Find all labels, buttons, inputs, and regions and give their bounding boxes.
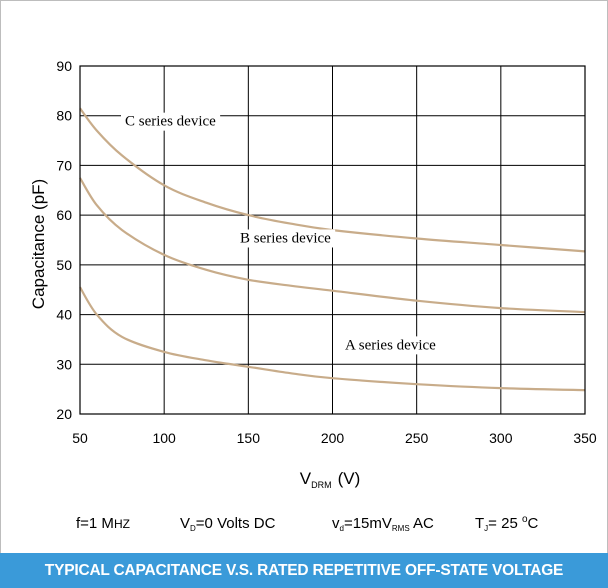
series-label-b-series-device: B series device — [240, 230, 331, 246]
svg-text:TJ= 25 oC: TJ= 25 oC — [475, 514, 539, 533]
vd-subscript: D — [190, 524, 196, 533]
plot-border — [79, 65, 586, 415]
frequency-text: f=1 M — [76, 515, 114, 532]
svg-text:vd=15mVRMS AC: vd=15mVRMS AC — [332, 515, 434, 533]
capacitance-chart: 20 30 40 50 60 70 80 90 50 100 150 200 250 300 350 C s… — [29, 58, 597, 533]
svg-text:VD=0 Volts DC: VD=0 Volts DC — [180, 515, 276, 533]
y-tick-label-30: 30 — [56, 356, 72, 372]
series-label-group-b-series-device: B series device — [236, 229, 336, 248]
y-tick-label-70: 70 — [56, 157, 72, 173]
chart-caption-banner: TYPICAL CAPACITANCE V.S. RATED REPETITIV… — [0, 553, 608, 588]
tj-value: = 25 — [488, 515, 522, 532]
x-axis-title: VDRM (V) — [300, 469, 361, 490]
y-axis-title: Capacitance (pF) — [29, 179, 48, 309]
series-label-background — [121, 112, 221, 131]
svg-text:f=1 MHZ: f=1 MHZ — [76, 515, 130, 532]
x-tick-label-300: 300 — [489, 430, 513, 446]
tick-labels: 20 30 40 50 60 70 80 90 50 100 150 200 250 300 350 — [56, 58, 596, 446]
x-tick-label-100: 100 — [152, 430, 176, 446]
y-tick-label-90: 90 — [56, 58, 72, 74]
curve-b-series-device — [79, 177, 586, 314]
y-tick-label-20: 20 — [56, 406, 72, 422]
curves — [79, 107, 586, 392]
x-tick-label-150: 150 — [237, 430, 261, 446]
series-label-a-series-device: A series device — [345, 337, 436, 353]
vac-symbol: v — [332, 515, 340, 532]
x-tick-label-50: 50 — [72, 430, 88, 446]
series-label-background — [236, 229, 336, 248]
y-tick-label-50: 50 — [56, 257, 72, 273]
y-tick-label-40: 40 — [56, 307, 72, 323]
curve-a-series-device — [79, 286, 586, 392]
series-labels: C series device B series device A series d… — [121, 112, 441, 355]
tj-symbol: T — [475, 515, 484, 532]
y-tick-label-80: 80 — [56, 108, 72, 124]
y-tick-label-60: 60 — [56, 207, 72, 223]
x-tick-label-350: 350 — [573, 430, 597, 446]
tj-degree: o — [522, 514, 528, 525]
x-tick-label-250: 250 — [405, 430, 429, 446]
series-label-c-series-device: C series device — [125, 114, 216, 130]
chart-caption: TYPICAL CAPACITANCE V.S. RATED REPETITIV… — [44, 561, 564, 579]
series-label-group-a-series-device: A series device — [341, 336, 441, 355]
x-axis-symbol: V — [300, 469, 312, 488]
curve-c-series-device — [79, 107, 586, 253]
vac-rms-subscript: RMS — [392, 524, 410, 533]
tj-subscript: J — [484, 524, 488, 533]
vac-value: =15mV — [344, 515, 392, 532]
vac-subscript: d — [340, 524, 344, 533]
x-tick-label-200: 200 — [321, 430, 345, 446]
series-label-background — [341, 336, 441, 355]
frequency-unit: HZ — [114, 517, 130, 531]
x-axis-unit: (V) — [338, 469, 361, 488]
vd-symbol: V — [180, 515, 190, 532]
x-axis-subscript: DRM — [311, 480, 332, 490]
series-label-group-c-series-device: C series device — [121, 112, 221, 131]
test-conditions: f=1 MHZ VD=0 Volts DC vd=15mVRMS AC TJ= … — [76, 514, 539, 533]
vd-value: =0 Volts DC — [196, 515, 276, 532]
vac-suffix: AC — [410, 515, 434, 532]
tj-unit: C — [528, 515, 539, 532]
